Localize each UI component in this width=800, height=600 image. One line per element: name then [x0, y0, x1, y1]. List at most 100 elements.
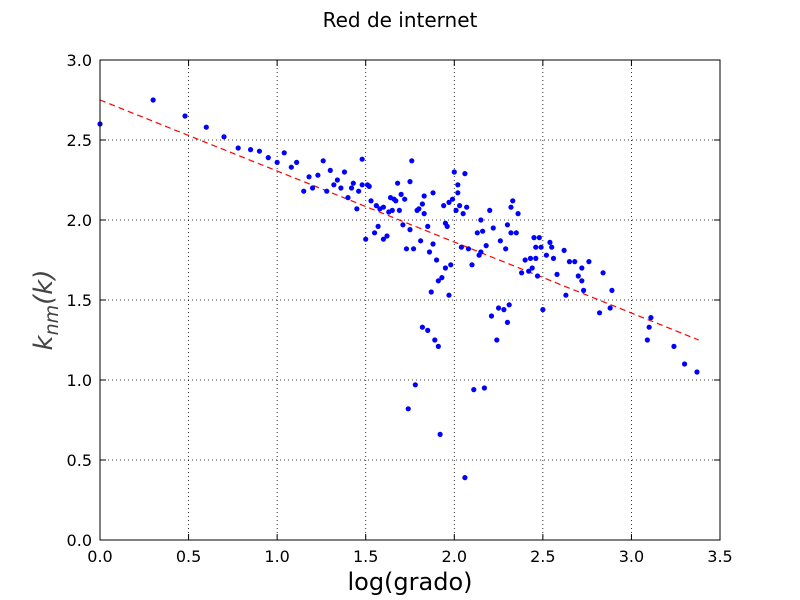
x-tick-label: 1.0 [264, 547, 289, 566]
data-point [488, 313, 495, 319]
x-tick-label: 2.0 [442, 547, 467, 566]
data-point [478, 249, 484, 255]
data-point [265, 155, 271, 161]
data-point [324, 188, 330, 194]
data-point [508, 230, 514, 236]
x-tick-label: 2.5 [530, 547, 555, 566]
data-point [407, 227, 413, 233]
data-point [421, 211, 427, 217]
data-point [671, 343, 677, 349]
data-point [681, 361, 688, 367]
data-point [274, 159, 280, 165]
data-point [419, 201, 425, 207]
data-point [407, 179, 413, 185]
data-point [550, 255, 557, 261]
data-point [531, 235, 537, 241]
data-point [380, 204, 387, 210]
data-point [221, 134, 227, 140]
data-point [359, 182, 365, 188]
data-point [533, 244, 539, 250]
data-point [513, 230, 519, 236]
x-tick-label: 3.5 [707, 547, 732, 566]
data-point [350, 180, 356, 186]
data-point [648, 315, 654, 321]
data-point [396, 207, 402, 213]
data-point [549, 244, 555, 250]
data-point [446, 199, 452, 205]
data-point [182, 113, 188, 119]
data-point [547, 239, 553, 245]
data-point [400, 222, 406, 228]
data-point [389, 207, 395, 213]
data-point [462, 475, 468, 481]
data-point [460, 211, 466, 217]
y-tick-label: 0.5 [67, 451, 92, 470]
data-point [356, 188, 362, 194]
data-point [418, 238, 424, 244]
data-point [579, 278, 585, 284]
data-point [433, 257, 440, 263]
data-point [315, 172, 321, 178]
data-point [596, 310, 603, 316]
data-point [435, 343, 441, 349]
x-tick-label: 0.0 [87, 547, 112, 566]
data-point [301, 188, 307, 194]
data-point [527, 255, 534, 261]
fit-line-group [99, 99, 699, 341]
data-point [341, 169, 348, 175]
data-point [497, 238, 503, 244]
data-point [354, 206, 360, 212]
data-point [522, 257, 528, 263]
x-axis-label: log(grado) [347, 568, 472, 596]
data-point [366, 183, 372, 189]
data-point [446, 292, 452, 298]
y-tick-label: 0.0 [67, 531, 92, 550]
data-point [368, 198, 374, 204]
data-point [480, 228, 486, 234]
data-point [235, 145, 241, 151]
data-point [494, 337, 500, 343]
data-point [426, 249, 433, 255]
data-point [437, 431, 443, 437]
data-point [464, 204, 470, 210]
data-point [533, 255, 539, 261]
data-point [395, 180, 401, 186]
data-point [534, 273, 541, 279]
data-point [425, 223, 431, 229]
data-point [455, 190, 461, 196]
data-point [393, 198, 399, 204]
data-point [453, 207, 459, 213]
x-axis-ticks: 0.0 0.5 1.0 1.5 2.0 2.5 3.0 3.5 [87, 60, 733, 566]
data-point [504, 222, 511, 228]
data-point [561, 247, 567, 253]
data-point [694, 369, 700, 375]
data-point [455, 182, 461, 188]
data-point [581, 287, 587, 293]
data-point [607, 305, 613, 311]
data-point [294, 159, 300, 165]
data-point [327, 167, 333, 173]
data-point [508, 204, 514, 210]
data-point [503, 246, 509, 252]
data-point [428, 289, 434, 295]
data-point [345, 195, 351, 201]
data-point [398, 191, 404, 197]
data-point [554, 271, 560, 277]
data-point [348, 185, 355, 191]
data-point [566, 259, 573, 265]
data-point [490, 225, 496, 231]
data-point [288, 164, 294, 170]
data-point [538, 244, 544, 250]
y-axis-label: knm(k) [29, 270, 63, 351]
data-point [609, 287, 615, 293]
y-tick-label: 1.5 [67, 291, 92, 310]
data-point [375, 223, 381, 229]
data-point [458, 244, 464, 250]
x-tick-label: 0.5 [176, 547, 201, 566]
data-point [441, 203, 447, 209]
data-point [563, 292, 569, 298]
data-point [572, 259, 578, 265]
data-point [457, 203, 463, 209]
data-point [474, 230, 480, 236]
